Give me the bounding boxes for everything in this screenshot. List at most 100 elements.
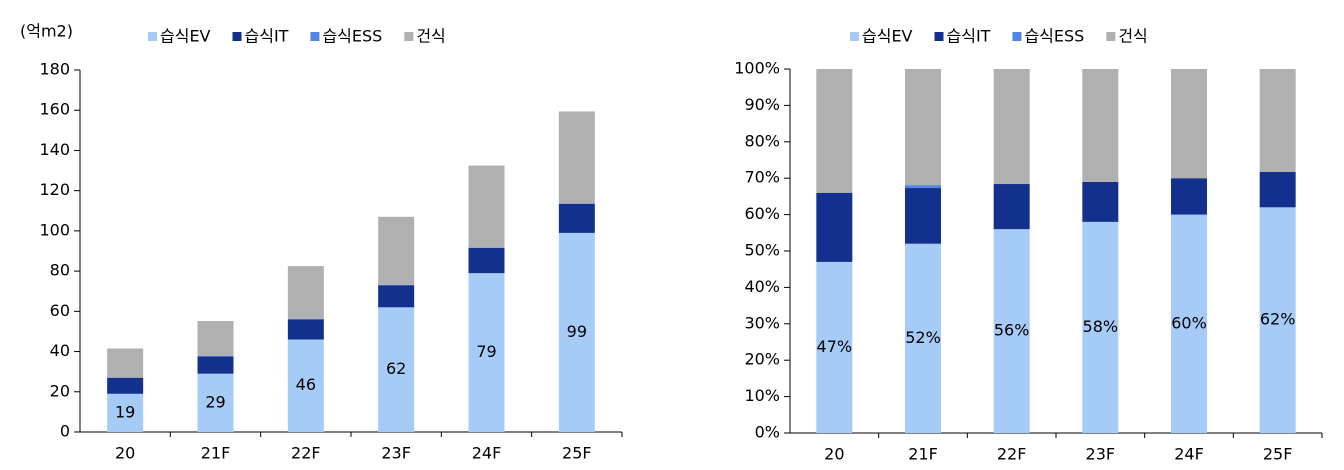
- y-axis-label: (억m2): [20, 22, 73, 41]
- bar-segment: [287, 319, 324, 340]
- bar-segment: [197, 355, 234, 357]
- bar-segment: [197, 320, 234, 356]
- bar-segment: [905, 188, 941, 244]
- legend-label: 건식: [1118, 27, 1147, 46]
- x-tick-label: 22F: [291, 444, 321, 463]
- data-label: 47%: [817, 337, 853, 356]
- bar-segment: [1259, 207, 1296, 433]
- x-tick-label: 25F: [1263, 445, 1293, 464]
- x-tick-label: 23F: [1086, 445, 1116, 464]
- data-label: 52%: [905, 328, 941, 347]
- bar-segment: [993, 69, 1030, 185]
- bar-segment: [558, 232, 595, 432]
- bar-segment: [558, 203, 595, 233]
- legend-swatch: [1012, 32, 1022, 41]
- y-tick-label: 90%: [744, 95, 780, 114]
- y-tick-label: 40: [50, 341, 70, 360]
- legend-swatch: [1106, 32, 1116, 41]
- legend-label: 습식EV: [160, 27, 211, 46]
- bar-segment: [1171, 214, 1207, 433]
- data-label: 58%: [1083, 317, 1119, 336]
- bar-segment: [816, 192, 853, 262]
- y-tick-label: 100: [39, 220, 70, 239]
- bar-segment: [107, 393, 144, 432]
- bar-segment: [468, 165, 505, 248]
- y-tick-label: 100%: [734, 59, 780, 78]
- legend-label: 습식IT: [245, 27, 289, 46]
- bar-segment: [378, 216, 415, 285]
- x-tick-label: 24F: [1174, 445, 1204, 464]
- bar-segment: [378, 307, 415, 432]
- legend-swatch: [934, 32, 944, 41]
- bar-segment: [905, 243, 941, 433]
- y-tick-label: 30%: [744, 313, 780, 332]
- y-tick-label: 60: [50, 301, 70, 320]
- x-tick-label: 20: [824, 445, 844, 464]
- bar-segment: [1171, 69, 1207, 179]
- y-tick-label: 180: [39, 60, 70, 79]
- bar-segment: [816, 69, 853, 193]
- bar-segment: [1082, 181, 1119, 222]
- y-tick-label: 80%: [744, 131, 780, 150]
- legend-swatch: [850, 32, 859, 41]
- x-tick-label: 23F: [381, 444, 411, 463]
- bar-segment: [287, 266, 324, 319]
- legend-swatch: [148, 32, 157, 41]
- bar-segment: [1259, 69, 1296, 173]
- data-label: 56%: [994, 321, 1030, 340]
- bar-segment: [993, 184, 1030, 230]
- y-tick-label: 50%: [744, 241, 780, 260]
- x-tick-label: 22F: [997, 445, 1027, 464]
- bar-segment: [197, 356, 234, 374]
- legend-label: 습식IT: [947, 27, 991, 46]
- data-label: 99: [567, 322, 587, 341]
- y-tick-label: 60%: [744, 204, 780, 223]
- bar-segment: [816, 261, 853, 433]
- data-label: 62%: [1260, 310, 1296, 329]
- bar-segment: [1259, 172, 1296, 208]
- legend-label: 습식ESS: [1024, 27, 1084, 46]
- y-tick-label: 80: [50, 261, 70, 280]
- y-tick-label: 20%: [744, 350, 780, 369]
- y-tick-label: 0%: [755, 423, 780, 442]
- y-tick-label: 10%: [744, 386, 780, 405]
- x-tick-label: 24F: [472, 444, 502, 463]
- y-tick-label: 120: [39, 180, 70, 199]
- y-tick-label: 20: [50, 381, 70, 400]
- data-label: 62: [386, 359, 406, 378]
- bar-segment: [107, 348, 144, 378]
- bar-segment: [468, 273, 505, 432]
- y-tick-label: 0: [60, 422, 70, 441]
- data-label: 19: [115, 402, 135, 421]
- legend-label: 습식ESS: [322, 27, 382, 46]
- y-tick-label: 140: [39, 140, 70, 159]
- bar-segment: [107, 377, 144, 394]
- x-tick-label: 20: [115, 444, 135, 463]
- bar-segment: [1082, 221, 1119, 433]
- y-tick-label: 160: [39, 100, 70, 119]
- data-label: 29: [205, 392, 225, 411]
- bar-segment: [197, 373, 234, 432]
- x-tick-label: 21F: [908, 445, 938, 464]
- bar-segment: [1082, 69, 1119, 182]
- bar-segment: [1171, 178, 1207, 215]
- bar-segment: [905, 185, 941, 189]
- bar-segment: [468, 247, 505, 274]
- bar-segment: [905, 69, 941, 186]
- legend-label: 건식: [416, 27, 445, 46]
- bar-segment: [558, 111, 595, 204]
- x-tick-label: 25F: [562, 444, 592, 463]
- y-tick-label: 70%: [744, 168, 780, 187]
- bar-segment: [287, 339, 324, 432]
- bar-segment: [993, 229, 1030, 433]
- legend-swatch: [310, 32, 320, 41]
- data-label: 60%: [1171, 313, 1207, 332]
- legend-swatch: [404, 32, 414, 41]
- legend-swatch: [232, 32, 242, 41]
- data-label: 46: [296, 375, 316, 394]
- bar-segment: [378, 285, 415, 308]
- data-label: 79: [476, 342, 496, 361]
- y-tick-label: 40%: [744, 277, 780, 296]
- legend-label: 습식EV: [862, 27, 913, 46]
